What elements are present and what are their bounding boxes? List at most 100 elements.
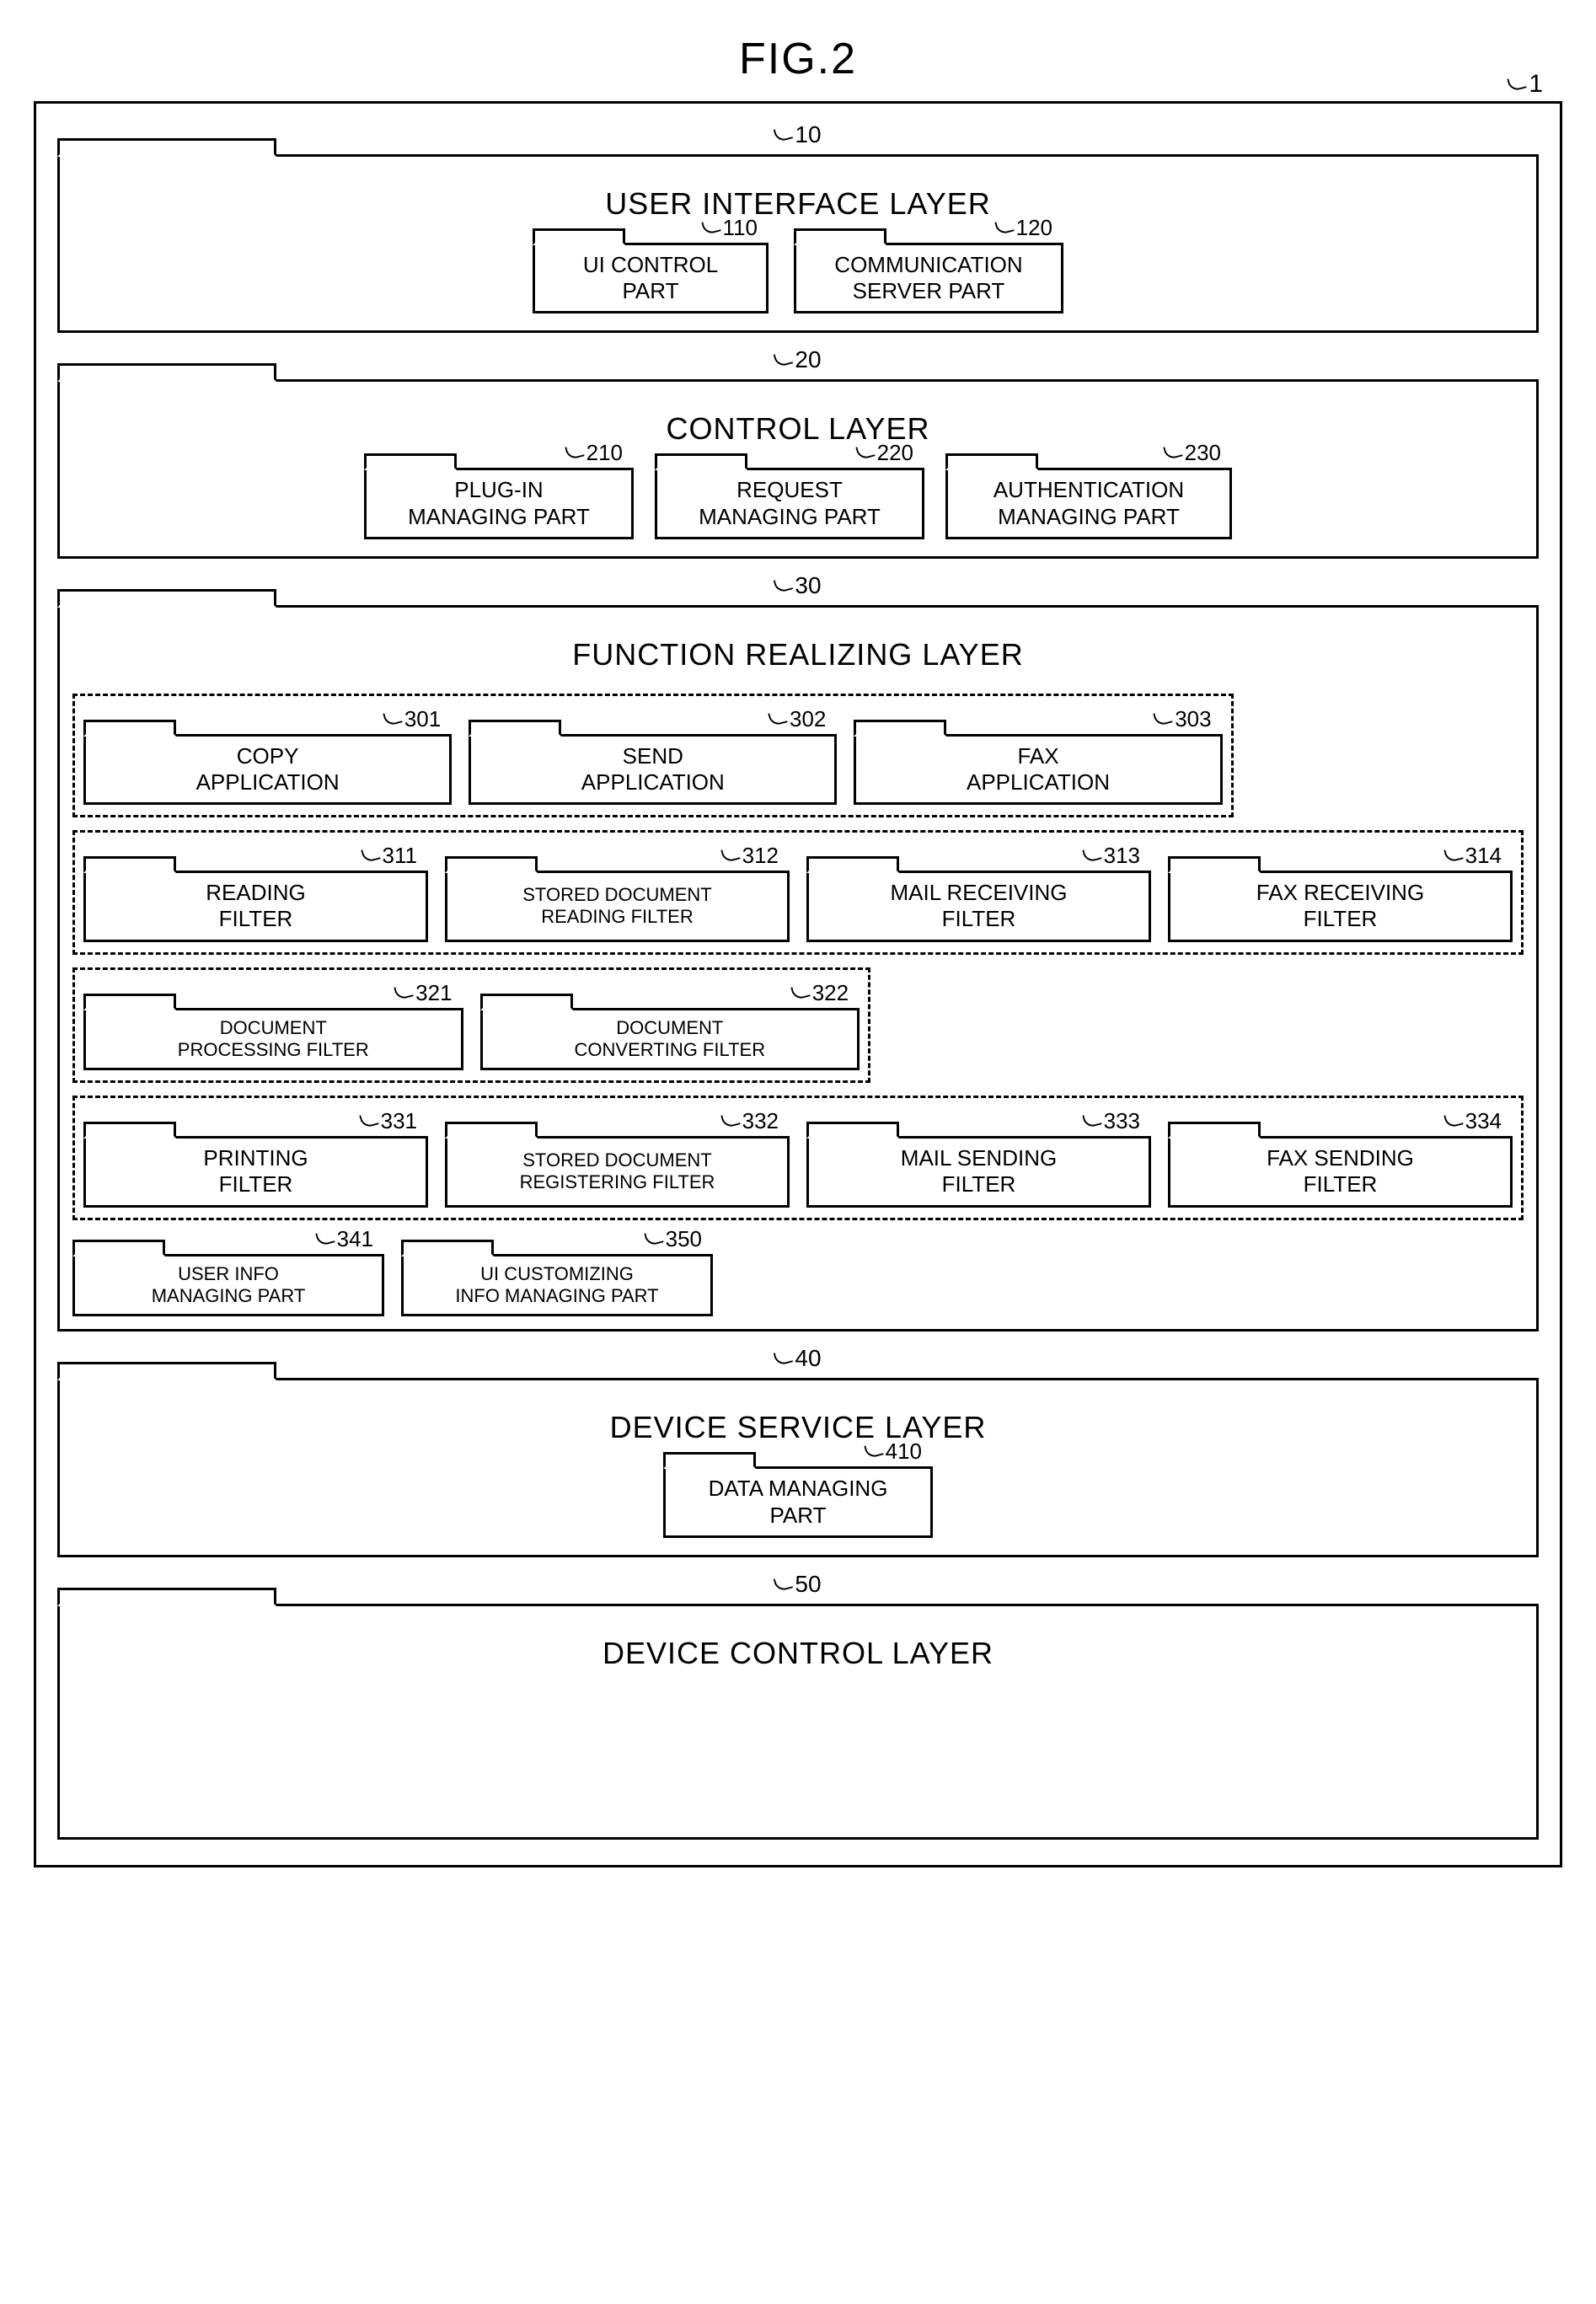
box-label: DOCUMENTCONVERTING FILTER — [575, 1017, 766, 1062]
box-ref: 301 — [384, 706, 441, 732]
box-tab — [469, 720, 561, 737]
box-fax-app: 303 FAXAPPLICATION — [854, 734, 1222, 805]
group-apps: 301 COPYAPPLICATION 302 SENDAPPLICATION … — [72, 694, 1234, 817]
box-label: STORED DOCUMENTREGISTERING FILTER — [520, 1149, 715, 1194]
box-ref: 314 — [1445, 843, 1502, 869]
box-ref: 313 — [1084, 843, 1140, 869]
box-ref: 311 — [362, 843, 417, 869]
outer-container: 1 10 USER INTERFACE LAYER 110 UI CONTROL… — [34, 101, 1562, 1867]
box-label: COPYAPPLICATION — [196, 743, 340, 796]
box-label: UI CONTROLPART — [583, 252, 718, 304]
box-ref: 322 — [792, 980, 849, 1006]
box-tab — [72, 1240, 165, 1256]
plain-row: 341 USER INFOMANAGING PART 350 UI CUSTOM… — [72, 1254, 1524, 1317]
box-ref: 332 — [722, 1108, 779, 1134]
box-tab — [83, 994, 176, 1010]
layer-ref: 10 — [774, 121, 821, 148]
layer-tab — [57, 589, 276, 608]
box-doc-conv-filter: 322 DOCUMENTCONVERTING FILTER — [480, 1008, 860, 1071]
box-ui-control: 110 UI CONTROLPART — [533, 243, 769, 313]
box-tab — [794, 228, 886, 245]
box-ref: 120 — [996, 215, 1052, 241]
box-auth: 230 AUTHENTICATIONMANAGING PART — [945, 468, 1232, 538]
box-row: 210 PLUG-INMANAGING PART 220 REQUESTMANA… — [72, 468, 1524, 538]
box-row: 410 DATA MANAGINGPART — [72, 1466, 1524, 1537]
box-tab — [854, 720, 946, 737]
layer-ref: 30 — [774, 572, 821, 599]
box-tab — [83, 720, 176, 737]
box-tab — [445, 856, 538, 873]
layer-ref: 50 — [774, 1571, 821, 1598]
box-fax-recv-filter: 314 FAX RECEIVINGFILTER — [1168, 871, 1513, 941]
layer-title: USER INTERFACE LAYER — [72, 186, 1524, 222]
box-tab — [1168, 856, 1261, 873]
box-tab — [663, 1452, 756, 1469]
box-tab — [480, 994, 573, 1010]
box-comm-server: 120 COMMUNICATIONSERVER PART — [794, 243, 1063, 313]
layer-title: DEVICE CONTROL LAYER — [72, 1636, 1524, 1671]
outer-ref: 1 — [1508, 70, 1543, 99]
layer-ref: 40 — [774, 1345, 821, 1372]
box-ref: 230 — [1165, 440, 1221, 466]
layer-device-control: 50 DEVICE CONTROL LAYER — [57, 1604, 1539, 1840]
box-ref: 303 — [1154, 706, 1211, 732]
box-tab — [83, 1122, 176, 1139]
box-label: PLUG-INMANAGING PART — [408, 477, 590, 529]
box-label: UI CUSTOMIZINGINFO MANAGING PART — [455, 1263, 658, 1308]
box-tab — [445, 1122, 538, 1139]
box-tab — [1168, 1122, 1261, 1139]
box-ref: 333 — [1084, 1108, 1140, 1134]
box-copy-app: 301 COPYAPPLICATION — [83, 734, 452, 805]
box-ref: 350 — [645, 1226, 702, 1252]
box-ref: 302 — [769, 706, 826, 732]
box-tab — [945, 453, 1038, 470]
box-label: USER INFOMANAGING PART — [152, 1263, 306, 1308]
layer-tab — [57, 138, 276, 157]
box-tab — [364, 453, 457, 470]
box-fax-send-filter: 334 FAX SENDINGFILTER — [1168, 1136, 1513, 1207]
group-read-filters: 311 READINGFILTER 312 STORED DOCUMENTREA… — [72, 830, 1524, 954]
box-ref: 110 — [703, 215, 758, 241]
box-ref: 341 — [317, 1226, 373, 1252]
layer-tab — [57, 363, 276, 382]
box-label: DOCUMENTPROCESSING FILTER — [178, 1017, 369, 1062]
box-data-mgr: 410 DATA MANAGINGPART — [663, 1466, 933, 1537]
box-ref: 331 — [361, 1108, 417, 1134]
box-tab — [401, 1240, 494, 1256]
box-send-app: 302 SENDAPPLICATION — [469, 734, 837, 805]
box-mail-send-filter: 333 MAIL SENDINGFILTER — [806, 1136, 1151, 1207]
box-label: FAX SENDINGFILTER — [1267, 1145, 1414, 1198]
layer-title: DEVICE SERVICE LAYER — [72, 1410, 1524, 1445]
layer-tab — [57, 1588, 276, 1606]
box-tab — [806, 856, 899, 873]
box-label: READINGFILTER — [206, 880, 305, 932]
box-stored-read-filter: 312 STORED DOCUMENTREADING FILTER — [445, 871, 790, 941]
box-label: MAIL SENDINGFILTER — [901, 1145, 1057, 1198]
box-label: FAX RECEIVINGFILTER — [1256, 880, 1424, 932]
box-user-info: 341 USER INFOMANAGING PART — [72, 1254, 384, 1317]
layer-ref: 20 — [774, 346, 821, 373]
box-tab — [533, 228, 625, 245]
box-tab — [83, 856, 176, 873]
layer-function: 30 FUNCTION REALIZING LAYER 301 COPYAPPL… — [57, 605, 1539, 1332]
box-doc-proc-filter: 321 DOCUMENTPROCESSING FILTER — [83, 1008, 463, 1071]
box-label: PRINTINGFILTER — [203, 1145, 308, 1198]
box-stored-reg-filter: 332 STORED DOCUMENTREGISTERING FILTER — [445, 1136, 790, 1207]
box-ref: 210 — [566, 440, 623, 466]
box-printing-filter: 331 PRINTINGFILTER — [83, 1136, 428, 1207]
figure-title: FIG.2 — [34, 34, 1562, 84]
box-ref: 321 — [395, 980, 452, 1006]
layer-tab — [57, 1362, 276, 1380]
box-label: FAXAPPLICATION — [967, 743, 1110, 796]
box-reading-filter: 311 READINGFILTER — [83, 871, 428, 941]
box-ui-custom: 350 UI CUSTOMIZINGINFO MANAGING PART — [401, 1254, 713, 1317]
layer-title: FUNCTION REALIZING LAYER — [72, 637, 1524, 672]
box-row: 110 UI CONTROLPART 120 COMMUNICATIONSERV… — [72, 243, 1524, 313]
box-label: COMMUNICATIONSERVER PART — [834, 252, 1022, 304]
layer-control: 20 CONTROL LAYER 210 PLUG-INMANAGING PAR… — [57, 379, 1539, 558]
box-ref: 220 — [857, 440, 913, 466]
group-send-filters: 331 PRINTINGFILTER 332 STORED DOCUMENTRE… — [72, 1096, 1524, 1219]
layer-device-service: 40 DEVICE SERVICE LAYER 410 DATA MANAGIN… — [57, 1378, 1539, 1557]
box-ref: 410 — [865, 1439, 922, 1465]
box-label: DATA MANAGINGPART — [709, 1476, 888, 1528]
